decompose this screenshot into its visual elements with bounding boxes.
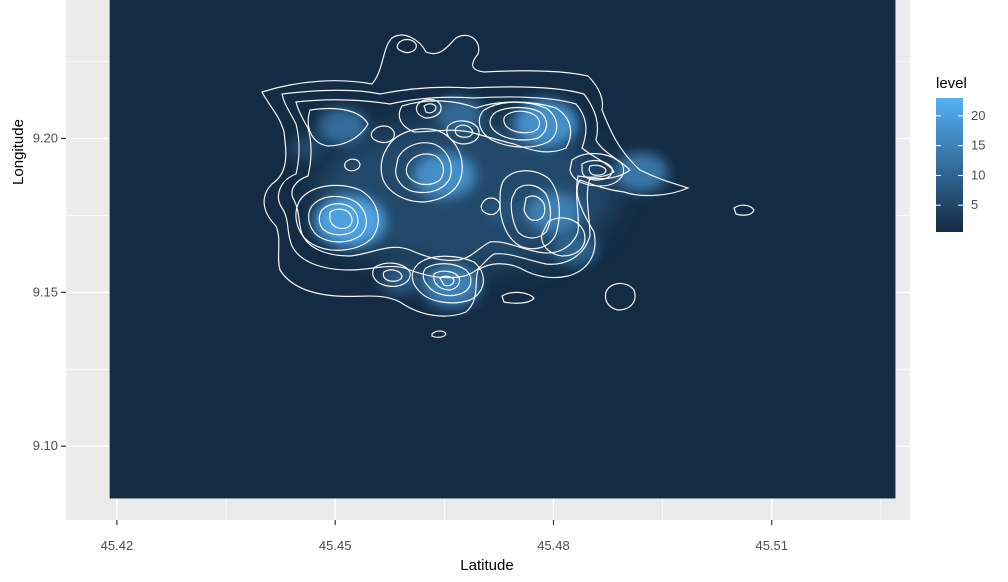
contour-level-4b <box>398 100 572 153</box>
density-peak <box>380 264 421 296</box>
density-peak <box>289 134 323 161</box>
contour-peak-far-e-3 <box>588 164 607 176</box>
contour-small-se <box>604 282 636 311</box>
density-soft-layer <box>316 118 617 269</box>
legend-title: level <box>936 75 967 92</box>
density-peak <box>412 152 476 199</box>
y-tick-label: 9.15 <box>33 284 58 299</box>
contour-peak-sw-1 <box>295 184 379 251</box>
density-peak-layer <box>289 96 668 308</box>
contour-small-sse <box>501 291 535 304</box>
contour-peak-far-e-2 <box>581 159 613 181</box>
contour-level-5 <box>380 128 463 203</box>
contour-peak-ne-2 <box>489 106 548 141</box>
x-tick-label: 45.42 <box>101 538 134 553</box>
contour-level-4 <box>307 107 369 147</box>
contour-small-nc-2 <box>423 103 437 114</box>
density-peak <box>317 107 368 145</box>
contour-peak-s-2 <box>422 263 472 297</box>
legend-colorbar <box>936 98 963 232</box>
contour-lines <box>261 34 755 338</box>
legend-tick-label: 10 <box>971 167 985 182</box>
density-peak <box>313 195 386 248</box>
density-peak <box>552 232 598 266</box>
contour-peak-e-3 <box>523 195 546 221</box>
contour-level-7 <box>405 153 445 186</box>
contour-peak-s-4 <box>439 275 455 287</box>
contour-peak-s-3 <box>433 270 461 291</box>
legend-tick-label: 20 <box>971 108 985 123</box>
y-tick-label: 9.10 <box>33 438 58 453</box>
contour-small-w-2 <box>344 158 361 172</box>
contour-peak-far-e-1 <box>569 153 625 187</box>
contour-small-e <box>480 197 501 216</box>
contour-level-2 <box>277 86 631 279</box>
contour-peak-e-1 <box>499 170 560 250</box>
contour-peak-sw-3 <box>318 203 359 236</box>
contour-peak-sw-4 <box>329 208 353 230</box>
contour-level-6 <box>395 142 452 194</box>
x-tick-label: 45.45 <box>319 538 352 553</box>
density-peak <box>525 191 582 233</box>
legend-tick-label: 15 <box>971 138 985 153</box>
contour-peak-sw-2 <box>308 195 367 243</box>
contour-small-far-e <box>733 204 755 216</box>
contour-peak-e-2 <box>510 184 552 239</box>
contour-small-s-1 <box>372 262 411 287</box>
contour-small-s-2 <box>382 269 403 282</box>
legend: level 5 10 15 20 <box>936 75 985 232</box>
x-axis: 45.42 45.45 45.48 45.51 <box>101 520 788 553</box>
density-peak <box>422 264 481 308</box>
legend-ticks: 5 10 15 20 <box>936 108 985 212</box>
contour-small-top <box>396 38 417 54</box>
density-peak <box>613 152 668 193</box>
contour-small-bottom <box>431 330 447 338</box>
contour-peak-ne-3 <box>503 110 541 134</box>
y-axis: 9.10 9.15 9.20 <box>33 130 66 453</box>
contour-small-w <box>370 125 395 144</box>
x-tick-label: 45.48 <box>537 538 570 553</box>
x-axis-title: Latitude <box>460 557 513 574</box>
legend-tick-label: 5 <box>971 197 978 212</box>
y-tick-label: 9.20 <box>33 130 58 145</box>
x-tick-label: 45.51 <box>755 538 788 553</box>
density-glow <box>289 96 668 308</box>
contour-peak-s-1 <box>411 255 484 304</box>
y-axis-title: Longitude <box>10 119 27 185</box>
contour-small-center-2 <box>454 124 473 138</box>
contour-peak-ne-1 <box>478 101 558 148</box>
contour-peak-se-1 <box>541 217 586 257</box>
contour-level-3 <box>291 96 615 261</box>
contour-small-nc <box>415 98 442 119</box>
contour-small-center <box>446 120 480 145</box>
density-blob <box>316 118 617 269</box>
